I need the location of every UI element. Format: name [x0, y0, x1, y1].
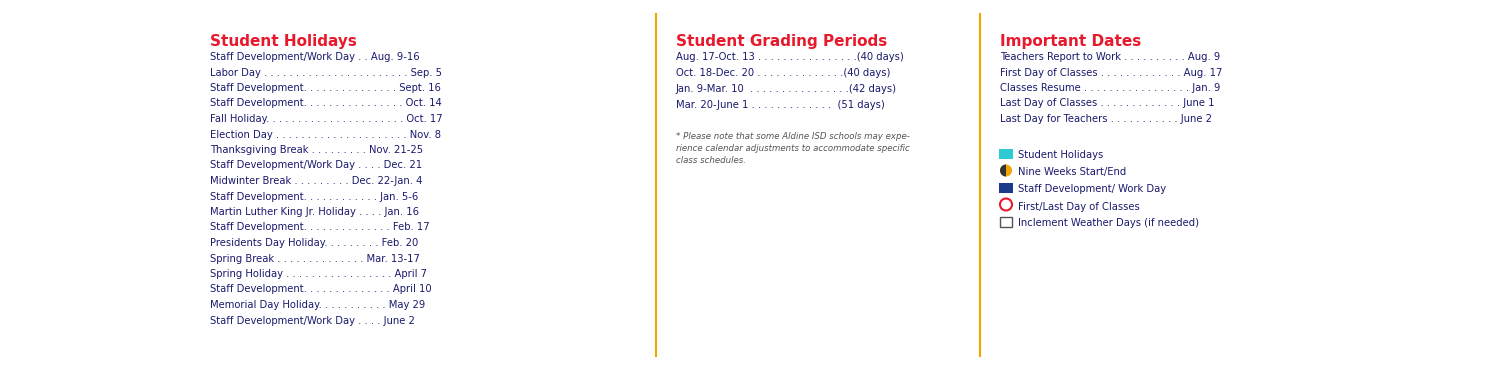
Text: Teachers Report to Work . . . . . . . . . . Aug. 9: Teachers Report to Work . . . . . . . . … — [1000, 52, 1220, 62]
Text: Mar. 20-June 1 . . . . . . . . . . . . .  (51 days): Mar. 20-June 1 . . . . . . . . . . . . .… — [676, 100, 885, 110]
Text: First/Last Day of Classes: First/Last Day of Classes — [1018, 202, 1140, 212]
Text: Martin Luther King Jr. Holiday . . . . Jan. 16: Martin Luther King Jr. Holiday . . . . J… — [210, 207, 420, 217]
Text: Classes Resume . . . . . . . . . . . . . . . . . Jan. 9: Classes Resume . . . . . . . . . . . . .… — [1000, 83, 1220, 93]
Text: Inclement Weather Days (if needed): Inclement Weather Days (if needed) — [1018, 218, 1199, 228]
Text: Last Day of Classes . . . . . . . . . . . . . June 1: Last Day of Classes . . . . . . . . . . … — [1000, 99, 1214, 109]
Text: Spring Holiday . . . . . . . . . . . . . . . . . April 7: Spring Holiday . . . . . . . . . . . . .… — [210, 269, 427, 279]
Text: Staff Development/Work Day . . . . Dec. 21: Staff Development/Work Day . . . . Dec. … — [210, 161, 423, 170]
Wedge shape — [1000, 164, 1006, 177]
FancyBboxPatch shape — [998, 182, 1013, 192]
Text: Student Holidays: Student Holidays — [1018, 151, 1103, 161]
Text: Staff Development/Work Day . . . . June 2: Staff Development/Work Day . . . . June … — [210, 316, 415, 326]
Text: First Day of Classes . . . . . . . . . . . . . Aug. 17: First Day of Classes . . . . . . . . . .… — [1000, 68, 1222, 78]
Text: Spring Break . . . . . . . . . . . . . . Mar. 13-17: Spring Break . . . . . . . . . . . . . .… — [210, 253, 420, 263]
Text: Election Day . . . . . . . . . . . . . . . . . . . . . Nov. 8: Election Day . . . . . . . . . . . . . .… — [210, 129, 440, 139]
Text: Jan. 9-Mar. 10  . . . . . . . . . . . . . . . .(42 days): Jan. 9-Mar. 10 . . . . . . . . . . . . .… — [676, 84, 897, 94]
Text: Nine Weeks Start/End: Nine Weeks Start/End — [1018, 167, 1126, 177]
Text: Oct. 18-Dec. 20 . . . . . . . . . . . . . .(40 days): Oct. 18-Dec. 20 . . . . . . . . . . . . … — [676, 68, 890, 78]
Text: Fall Holiday. . . . . . . . . . . . . . . . . . . . . . Oct. 17: Fall Holiday. . . . . . . . . . . . . . … — [210, 114, 442, 124]
Text: Student Holidays: Student Holidays — [210, 34, 357, 49]
Text: Last Day for Teachers . . . . . . . . . . . June 2: Last Day for Teachers . . . . . . . . . … — [1000, 114, 1213, 124]
Text: * Please note that some Aldine ISD schools may expe-
rience calendar adjustments: * Please note that some Aldine ISD schoo… — [676, 132, 909, 165]
Text: Staff Development/ Work Day: Staff Development/ Work Day — [1018, 184, 1167, 195]
Text: Staff Development. . . . . . . . . . . . . . April 10: Staff Development. . . . . . . . . . . .… — [210, 285, 432, 295]
Text: Staff Development. . . . . . . . . . . . . . Feb. 17: Staff Development. . . . . . . . . . . .… — [210, 222, 430, 232]
Text: Presidents Day Holiday. . . . . . . . . Feb. 20: Presidents Day Holiday. . . . . . . . . … — [210, 238, 418, 248]
Text: Staff Development/Work Day . . Aug. 9-16: Staff Development/Work Day . . Aug. 9-16 — [210, 52, 420, 62]
Text: Staff Development. . . . . . . . . . . . . . . . Oct. 14: Staff Development. . . . . . . . . . . .… — [210, 99, 442, 109]
Text: Important Dates: Important Dates — [1000, 34, 1141, 49]
Text: Staff Development. . . . . . . . . . . . Jan. 5-6: Staff Development. . . . . . . . . . . .… — [210, 192, 418, 202]
Text: Staff Development. . . . . . . . . . . . . . . Sept. 16: Staff Development. . . . . . . . . . . .… — [210, 83, 440, 93]
FancyBboxPatch shape — [998, 149, 1013, 159]
Circle shape — [1000, 164, 1012, 177]
Text: Student Grading Periods: Student Grading Periods — [676, 34, 887, 49]
Text: Midwinter Break . . . . . . . . . Dec. 22-Jan. 4: Midwinter Break . . . . . . . . . Dec. 2… — [210, 176, 423, 186]
Text: Labor Day . . . . . . . . . . . . . . . . . . . . . . . Sep. 5: Labor Day . . . . . . . . . . . . . . . … — [210, 68, 442, 78]
Text: Memorial Day Holiday. . . . . . . . . . . May 29: Memorial Day Holiday. . . . . . . . . . … — [210, 300, 426, 310]
Text: Aug. 17-Oct. 13 . . . . . . . . . . . . . . . .(40 days): Aug. 17-Oct. 13 . . . . . . . . . . . . … — [676, 52, 903, 62]
Text: Thanksgiving Break . . . . . . . . . Nov. 21-25: Thanksgiving Break . . . . . . . . . Nov… — [210, 145, 423, 155]
